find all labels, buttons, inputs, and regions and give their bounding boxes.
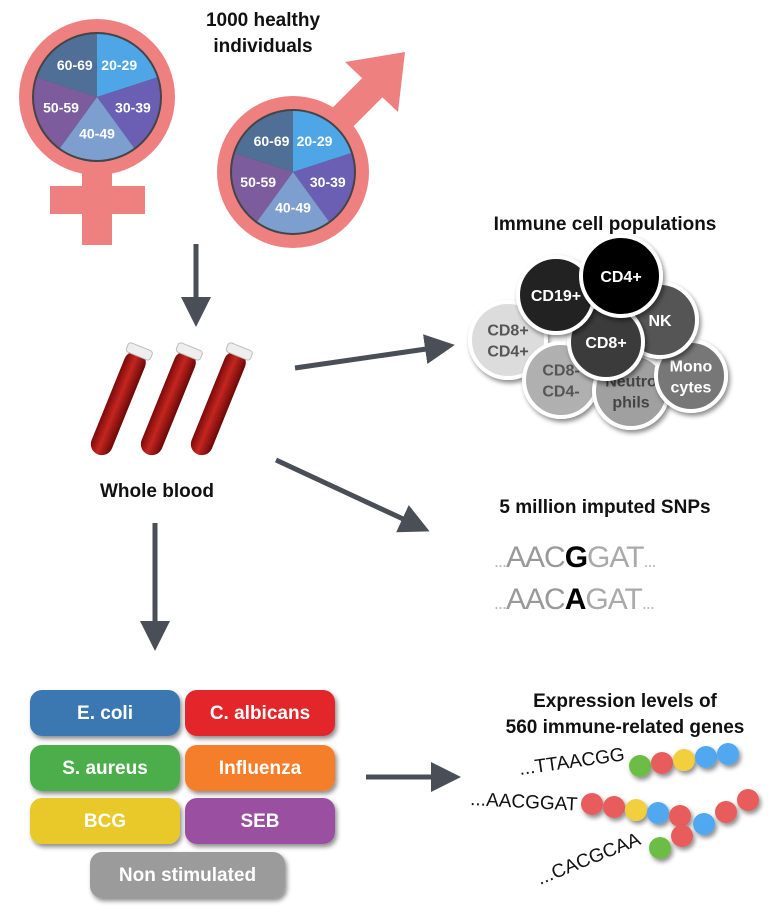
stimulus-label: E. coli xyxy=(77,703,133,724)
expression-bead xyxy=(693,813,715,835)
stimulus-non-stimulated: Non stimulated xyxy=(90,852,285,898)
stimulus-label: BCG xyxy=(84,811,126,832)
stimuli-grid: E. coli C. albicans S. aureus Influenza BCG S… xyxy=(30,690,335,898)
cell-label: cytes xyxy=(671,380,712,397)
stimulus-c-albicans: C. albicans xyxy=(185,690,335,736)
female-age-slice-30-39 xyxy=(97,77,160,148)
arrow-blood-to-snps xyxy=(274,457,430,533)
stimulus-influenza: Influenza xyxy=(185,745,335,791)
stimulus-label: Influenza xyxy=(219,758,302,779)
stimulus-seb: SEB xyxy=(185,798,335,844)
female-age-slice-label: 20-29 xyxy=(101,57,137,73)
cell-label: CD4+ xyxy=(487,344,528,361)
seq-suffix: GAT xyxy=(585,583,642,616)
female-age-slice-40-49 xyxy=(59,97,135,160)
expression-bead xyxy=(649,837,671,859)
expression-bead xyxy=(673,749,695,771)
stimulus-s-aureus: S. aureus xyxy=(30,745,180,791)
expression-title-line1: Expression levels of xyxy=(533,691,717,712)
female-age-slice-50-59 xyxy=(34,77,97,148)
gene-sequence: ...TTAACGG xyxy=(518,744,626,780)
expression-bead xyxy=(717,743,739,765)
cell-label: Mono xyxy=(670,359,713,376)
expression-sequences: ...TTAACGG ...AACGGAT ...CACGCAA xyxy=(470,743,759,890)
expression-bead xyxy=(737,789,759,811)
expression-sequence: ...AACGGAT xyxy=(470,789,691,827)
expression-bead xyxy=(647,802,669,824)
cell-label: CD8+ xyxy=(585,335,626,352)
cell-cd4pos: CD4+ xyxy=(579,234,663,318)
svg-text:...AACAGAT...: ...AACAGAT... xyxy=(494,583,654,616)
seq-prefix: AAC xyxy=(506,541,565,574)
immune-cells-title: Immune cell populations xyxy=(494,214,717,235)
svg-text:...AACGGAT...: ...AACGGAT... xyxy=(494,541,656,574)
expression-bead xyxy=(629,755,651,777)
snps-title: 5 million imputed SNPs xyxy=(499,497,710,518)
snp-allele: A xyxy=(565,583,586,616)
female-age-slice-60-69 xyxy=(37,34,97,97)
male-age-slice-40-49 xyxy=(257,172,329,233)
expression-bead xyxy=(671,825,693,847)
ellipsis: ... xyxy=(494,551,506,571)
expression-bead xyxy=(625,799,647,821)
expression-bead xyxy=(581,793,603,815)
female-age-slice-label: 40-49 xyxy=(79,126,115,142)
male-symbol: 20-29 30-39 40-49 50-59 60-69 xyxy=(217,52,405,248)
ellipsis: ... xyxy=(642,593,654,613)
male-age-slice-50-59 xyxy=(232,153,293,222)
expression-bead xyxy=(715,801,737,823)
female-age-slice-label: 60-69 xyxy=(57,57,93,73)
gene-sequence: ...AACGGAT xyxy=(470,789,579,816)
male-age-slice-label: 50-59 xyxy=(240,174,276,190)
female-age-slice-label: 30-39 xyxy=(115,99,151,115)
cohort-title-line2: individuals xyxy=(213,36,312,57)
male-age-slice-label: 20-29 xyxy=(297,133,333,149)
male-age-slice-label: 60-69 xyxy=(254,133,290,149)
cell-label: CD8- xyxy=(542,363,579,380)
stimulus-e-coli: E. coli xyxy=(30,690,180,736)
arrow-blood-to-cells xyxy=(294,334,455,371)
cell-label: CD19+ xyxy=(531,288,581,305)
ellipsis: ... xyxy=(494,593,506,613)
cell-label: CD4+ xyxy=(600,269,641,286)
expression-bead xyxy=(695,746,717,768)
immune-cell-cluster: CD8+CD4+CD8-CD4-NeutrophilsMonocytesNKCD… xyxy=(468,234,728,430)
snp-sequence-1: ...AACGGAT... xyxy=(494,541,657,574)
stimulus-label: Non stimulated xyxy=(119,865,256,886)
female-age-slice-20-29 xyxy=(97,34,157,97)
cell-label: CD8+ xyxy=(487,323,528,340)
stimulus-bcg: BCG xyxy=(30,798,180,844)
expression-title-line2: 560 immune-related genes xyxy=(506,717,745,738)
male-age-slice-20-29 xyxy=(293,111,352,172)
gene-sequence: ...CACGCAA xyxy=(534,829,644,890)
snp-sequence-2: ...AACAGAT... xyxy=(494,583,655,616)
whole-blood-label: Whole blood xyxy=(100,481,214,502)
ellipsis: ... xyxy=(644,551,656,571)
expression-sequence: ...TTAACGG xyxy=(518,743,739,780)
expression-bead xyxy=(651,752,673,774)
cohort-title-line1: 1000 healthy xyxy=(206,10,320,31)
expression-bead xyxy=(669,805,691,827)
stimulus-label: SEB xyxy=(240,811,279,832)
seq-suffix: GAT xyxy=(587,541,644,574)
cell-label: NK xyxy=(648,313,672,330)
snp-allele: G xyxy=(565,541,587,574)
male-age-slice-30-39 xyxy=(293,153,354,222)
cell-cd8pos-cd4pos: CD8+ CD4+ xyxy=(468,300,548,380)
cell-mono-cytes: Mono cytes xyxy=(654,339,728,413)
stimulus-label: S. aureus xyxy=(62,758,148,779)
cell-cd8pos: CD8+ xyxy=(567,303,645,381)
male-age-slice-label: 40-49 xyxy=(275,199,311,215)
female-age-slice-label: 50-59 xyxy=(43,99,79,115)
stimulus-label: C. albicans xyxy=(210,703,310,724)
cell-label: CD4- xyxy=(542,384,579,401)
cell-label: phils xyxy=(612,395,649,412)
male-age-slice-label: 30-39 xyxy=(310,174,346,190)
male-age-slice-60-69 xyxy=(234,111,293,172)
blood-tubes-icon xyxy=(90,342,253,456)
seq-prefix: AAC xyxy=(506,583,565,616)
expression-bead xyxy=(603,796,625,818)
